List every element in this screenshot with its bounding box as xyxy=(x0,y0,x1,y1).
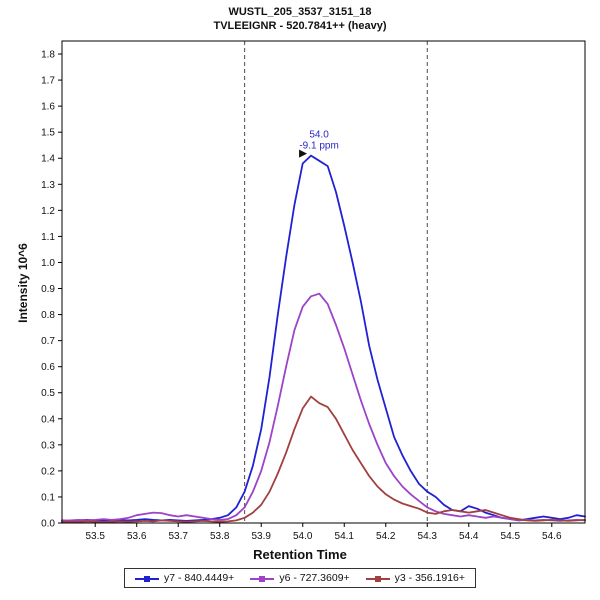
y-tick-label: 1.1 xyxy=(41,232,55,243)
x-tick-label: 53.9 xyxy=(252,531,272,542)
y-tick-label: 0.0 xyxy=(41,519,55,530)
plot-border xyxy=(61,40,586,524)
series-trace-1 xyxy=(61,292,586,522)
y-tick-label: 0.9 xyxy=(41,284,55,295)
y-tick-label: 1.4 xyxy=(41,154,55,165)
legend-label: y6 - 727.3609+ xyxy=(279,572,350,584)
legend-item-y7: y7 - 840.4449+ xyxy=(134,572,235,584)
y-tick-label: 1.7 xyxy=(41,76,55,87)
series-line-swatch xyxy=(134,574,159,583)
chart-title: WUSTL_205_3537_3151_18 xyxy=(228,6,372,18)
peak-ppm-label: -9.1 ppm xyxy=(299,141,338,152)
x-tick-label: 53.7 xyxy=(168,531,188,542)
legend-item-y6: y6 - 727.3609+ xyxy=(250,572,350,584)
x-tick-label: 54.3 xyxy=(418,531,438,542)
y-tick-label: 1.6 xyxy=(41,102,55,113)
x-tick-label: 54.0 xyxy=(293,531,313,542)
chart-subtitle: TVLEEIGNR - 520.7841++ (heavy) xyxy=(213,20,387,32)
series-trace-0 xyxy=(61,154,586,522)
x-tick-label: 54.2 xyxy=(376,531,396,542)
y-tick-label: 0.2 xyxy=(41,466,55,477)
x-tick-label: 53.5 xyxy=(85,531,105,542)
chromatogram-plot[interactable]: 53.5 53.6 53.7 53.8 53.9 54.0 54.1 54.2 54.3 54.4… xyxy=(0,33,600,545)
legend-item-y3: y3 - 356.1916+ xyxy=(365,572,466,584)
y-tick-label: 0.8 xyxy=(41,310,55,321)
series-line-swatch xyxy=(365,574,390,583)
y-tick-label: 1.2 xyxy=(41,206,55,217)
y-tick-label: 0.5 xyxy=(41,388,55,399)
chromatogram-panel: Intensity 10^6 53.5 53.6 53.7 53.8 53.9 54.0 5… xyxy=(0,33,600,545)
x-tick-label: 54.5 xyxy=(501,531,521,542)
peak-rt-label: 54.0 xyxy=(309,130,329,141)
x-tick-label: 54.1 xyxy=(335,531,355,542)
x-tick-label: 53.8 xyxy=(210,531,230,542)
y-tick-label: 0.6 xyxy=(41,362,55,373)
legend: y7 - 840.4449+ y6 - 727.3609+ y3 - 356.1… xyxy=(123,568,477,588)
y-tick-label: 1.3 xyxy=(41,180,55,191)
y-tick-label: 0.4 xyxy=(41,414,55,425)
y-tick-label: 0.7 xyxy=(41,336,55,347)
chart-title-block: WUSTL_205_3537_3151_18 TVLEEIGNR - 520.7… xyxy=(0,0,600,33)
x-tick-label: 54.6 xyxy=(542,531,562,542)
y-tick-label: 1.8 xyxy=(41,50,55,61)
series-line-swatch xyxy=(250,574,275,583)
y-tick-label: 1.0 xyxy=(41,258,55,269)
x-axis-title: Retention Time xyxy=(253,547,347,562)
x-tick-label: 54.4 xyxy=(459,531,479,542)
y-tick-label: 0.1 xyxy=(41,492,55,503)
legend-label: y7 - 840.4449+ xyxy=(163,572,235,584)
series-trace-2 xyxy=(61,395,586,523)
peak-marker-icon xyxy=(299,149,308,158)
legend-label: y3 - 356.1916+ xyxy=(394,572,466,584)
y-tick-label: 0.3 xyxy=(41,440,55,451)
x-tick-label: 53.6 xyxy=(127,531,147,542)
y-tick-label: 1.5 xyxy=(41,128,55,139)
